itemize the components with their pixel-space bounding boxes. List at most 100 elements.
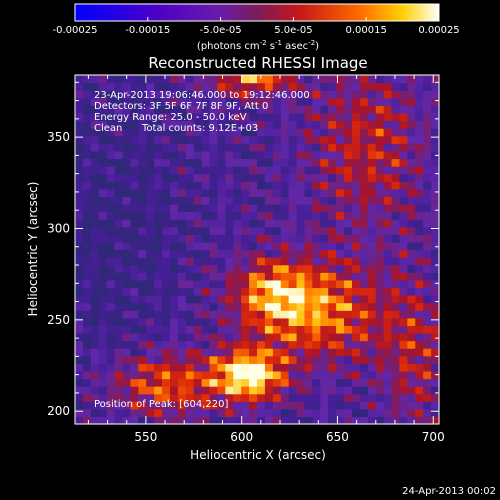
heatmap-cell — [296, 332, 306, 342]
heatmap-cell — [320, 166, 329, 175]
heatmap-cell — [122, 234, 131, 243]
heatmap-cell — [296, 97, 306, 106]
heatmap-cell — [106, 287, 116, 296]
heatmap-cell — [201, 249, 211, 258]
heatmap-cell — [241, 158, 250, 167]
heatmap-cell — [391, 355, 401, 364]
heatmap-cell — [75, 401, 84, 410]
heatmap-cell — [249, 150, 258, 160]
heatmap-cell — [431, 295, 440, 304]
heatmap-cell — [320, 287, 329, 296]
heatmap-cell — [233, 393, 242, 402]
heatmap-cell — [423, 166, 432, 175]
heatmap-cell — [75, 302, 84, 311]
y-axis-label: Heliocentric Y (arcsec) — [26, 182, 40, 317]
heatmap-cell — [169, 340, 179, 349]
heatmap-cell — [201, 211, 211, 220]
heatmap-cell — [399, 310, 408, 319]
heatmap-cell — [146, 105, 155, 114]
heatmap-cell — [90, 234, 100, 243]
heatmap-cell — [415, 241, 424, 251]
heatmap-cell — [280, 143, 290, 152]
heatmap-cell — [249, 272, 258, 281]
heatmap-cell — [249, 82, 258, 91]
heatmap-cell — [185, 90, 195, 99]
heatmap-cell — [375, 226, 385, 235]
heatmap-cell — [193, 203, 203, 213]
heatmap-cell — [233, 135, 242, 144]
heatmap-cell — [82, 332, 92, 342]
heatmap-cell — [320, 97, 329, 106]
heatmap-cell — [351, 325, 361, 334]
heatmap-cell — [138, 226, 147, 235]
heatmap-cell — [130, 234, 139, 243]
heatmap-cell — [431, 386, 440, 395]
heatmap-cell — [344, 287, 353, 296]
heatmap-cell — [264, 241, 274, 251]
heatmap-cell — [162, 143, 171, 152]
heatmap-cell — [336, 181, 345, 190]
heatmap-cell — [288, 393, 298, 402]
heatmap-cell — [367, 363, 377, 372]
heatmap-cell — [90, 355, 100, 364]
heatmap-cell — [415, 340, 424, 349]
heatmap-cell — [375, 332, 385, 342]
heatmap-cell — [193, 386, 203, 395]
heatmap-cell — [383, 279, 393, 289]
heatmap-cell — [367, 203, 377, 213]
heatmap-cell — [98, 272, 108, 281]
heatmap-cell — [312, 302, 321, 311]
heatmap-cell — [154, 120, 163, 129]
heatmap-cell — [304, 378, 313, 387]
heatmap-cell — [201, 386, 211, 395]
heatmap-cell — [169, 211, 179, 220]
heatmap-cell — [241, 332, 250, 342]
heatmap-cell — [399, 135, 408, 144]
heatmap-cell — [351, 143, 361, 152]
heatmap-cell — [320, 378, 329, 387]
heatmap-cell — [98, 188, 108, 197]
heatmap-cell — [336, 272, 345, 281]
heatmap-cell — [415, 378, 424, 387]
heatmap-cell — [217, 75, 226, 84]
heatmap-cell — [312, 75, 321, 84]
heatmap-cell — [162, 150, 171, 160]
heatmap-cell — [98, 75, 108, 84]
heatmap-cell — [154, 211, 163, 220]
heatmap-cell — [201, 408, 211, 418]
heatmap-cell — [415, 408, 424, 418]
heatmap-cell — [288, 234, 298, 243]
heatmap-cell — [367, 393, 377, 402]
heatmap-cell — [209, 166, 219, 175]
heatmap-cell — [359, 196, 369, 205]
heatmap-cell — [383, 128, 393, 137]
heatmap-cell — [344, 279, 353, 289]
heatmap-cell — [367, 90, 377, 99]
heatmap-cell — [98, 393, 108, 402]
heatmap-cell — [431, 287, 440, 296]
heatmap-cell — [415, 150, 424, 160]
colorbar-tick-label: -0.00015 — [125, 25, 170, 36]
footer-timestamp: 24-Apr-2013 00:02 — [402, 486, 496, 497]
heatmap-cell — [423, 317, 432, 326]
heatmap-cell — [106, 82, 116, 91]
heatmap-cell — [383, 97, 393, 106]
heatmap-cell — [257, 378, 266, 387]
heatmap-cell — [351, 264, 361, 273]
heatmap-cell — [359, 340, 369, 349]
heatmap-cell — [201, 310, 211, 319]
heatmap-cell — [280, 249, 290, 258]
heatmap-cell — [114, 241, 124, 251]
heatmap-cell — [225, 181, 234, 190]
heatmap-cell — [82, 105, 92, 114]
heatmap-cell — [257, 135, 266, 144]
heatmap-cell — [114, 279, 124, 289]
heatmap-cell — [423, 150, 432, 160]
heatmap-cell — [391, 295, 401, 304]
heatmap-cell — [344, 188, 353, 197]
heatmap-cell — [320, 105, 329, 114]
heatmap-cell — [114, 97, 124, 106]
heatmap-cell — [154, 340, 163, 349]
heatmap-cell — [122, 226, 131, 235]
heatmap-cell — [98, 150, 108, 160]
